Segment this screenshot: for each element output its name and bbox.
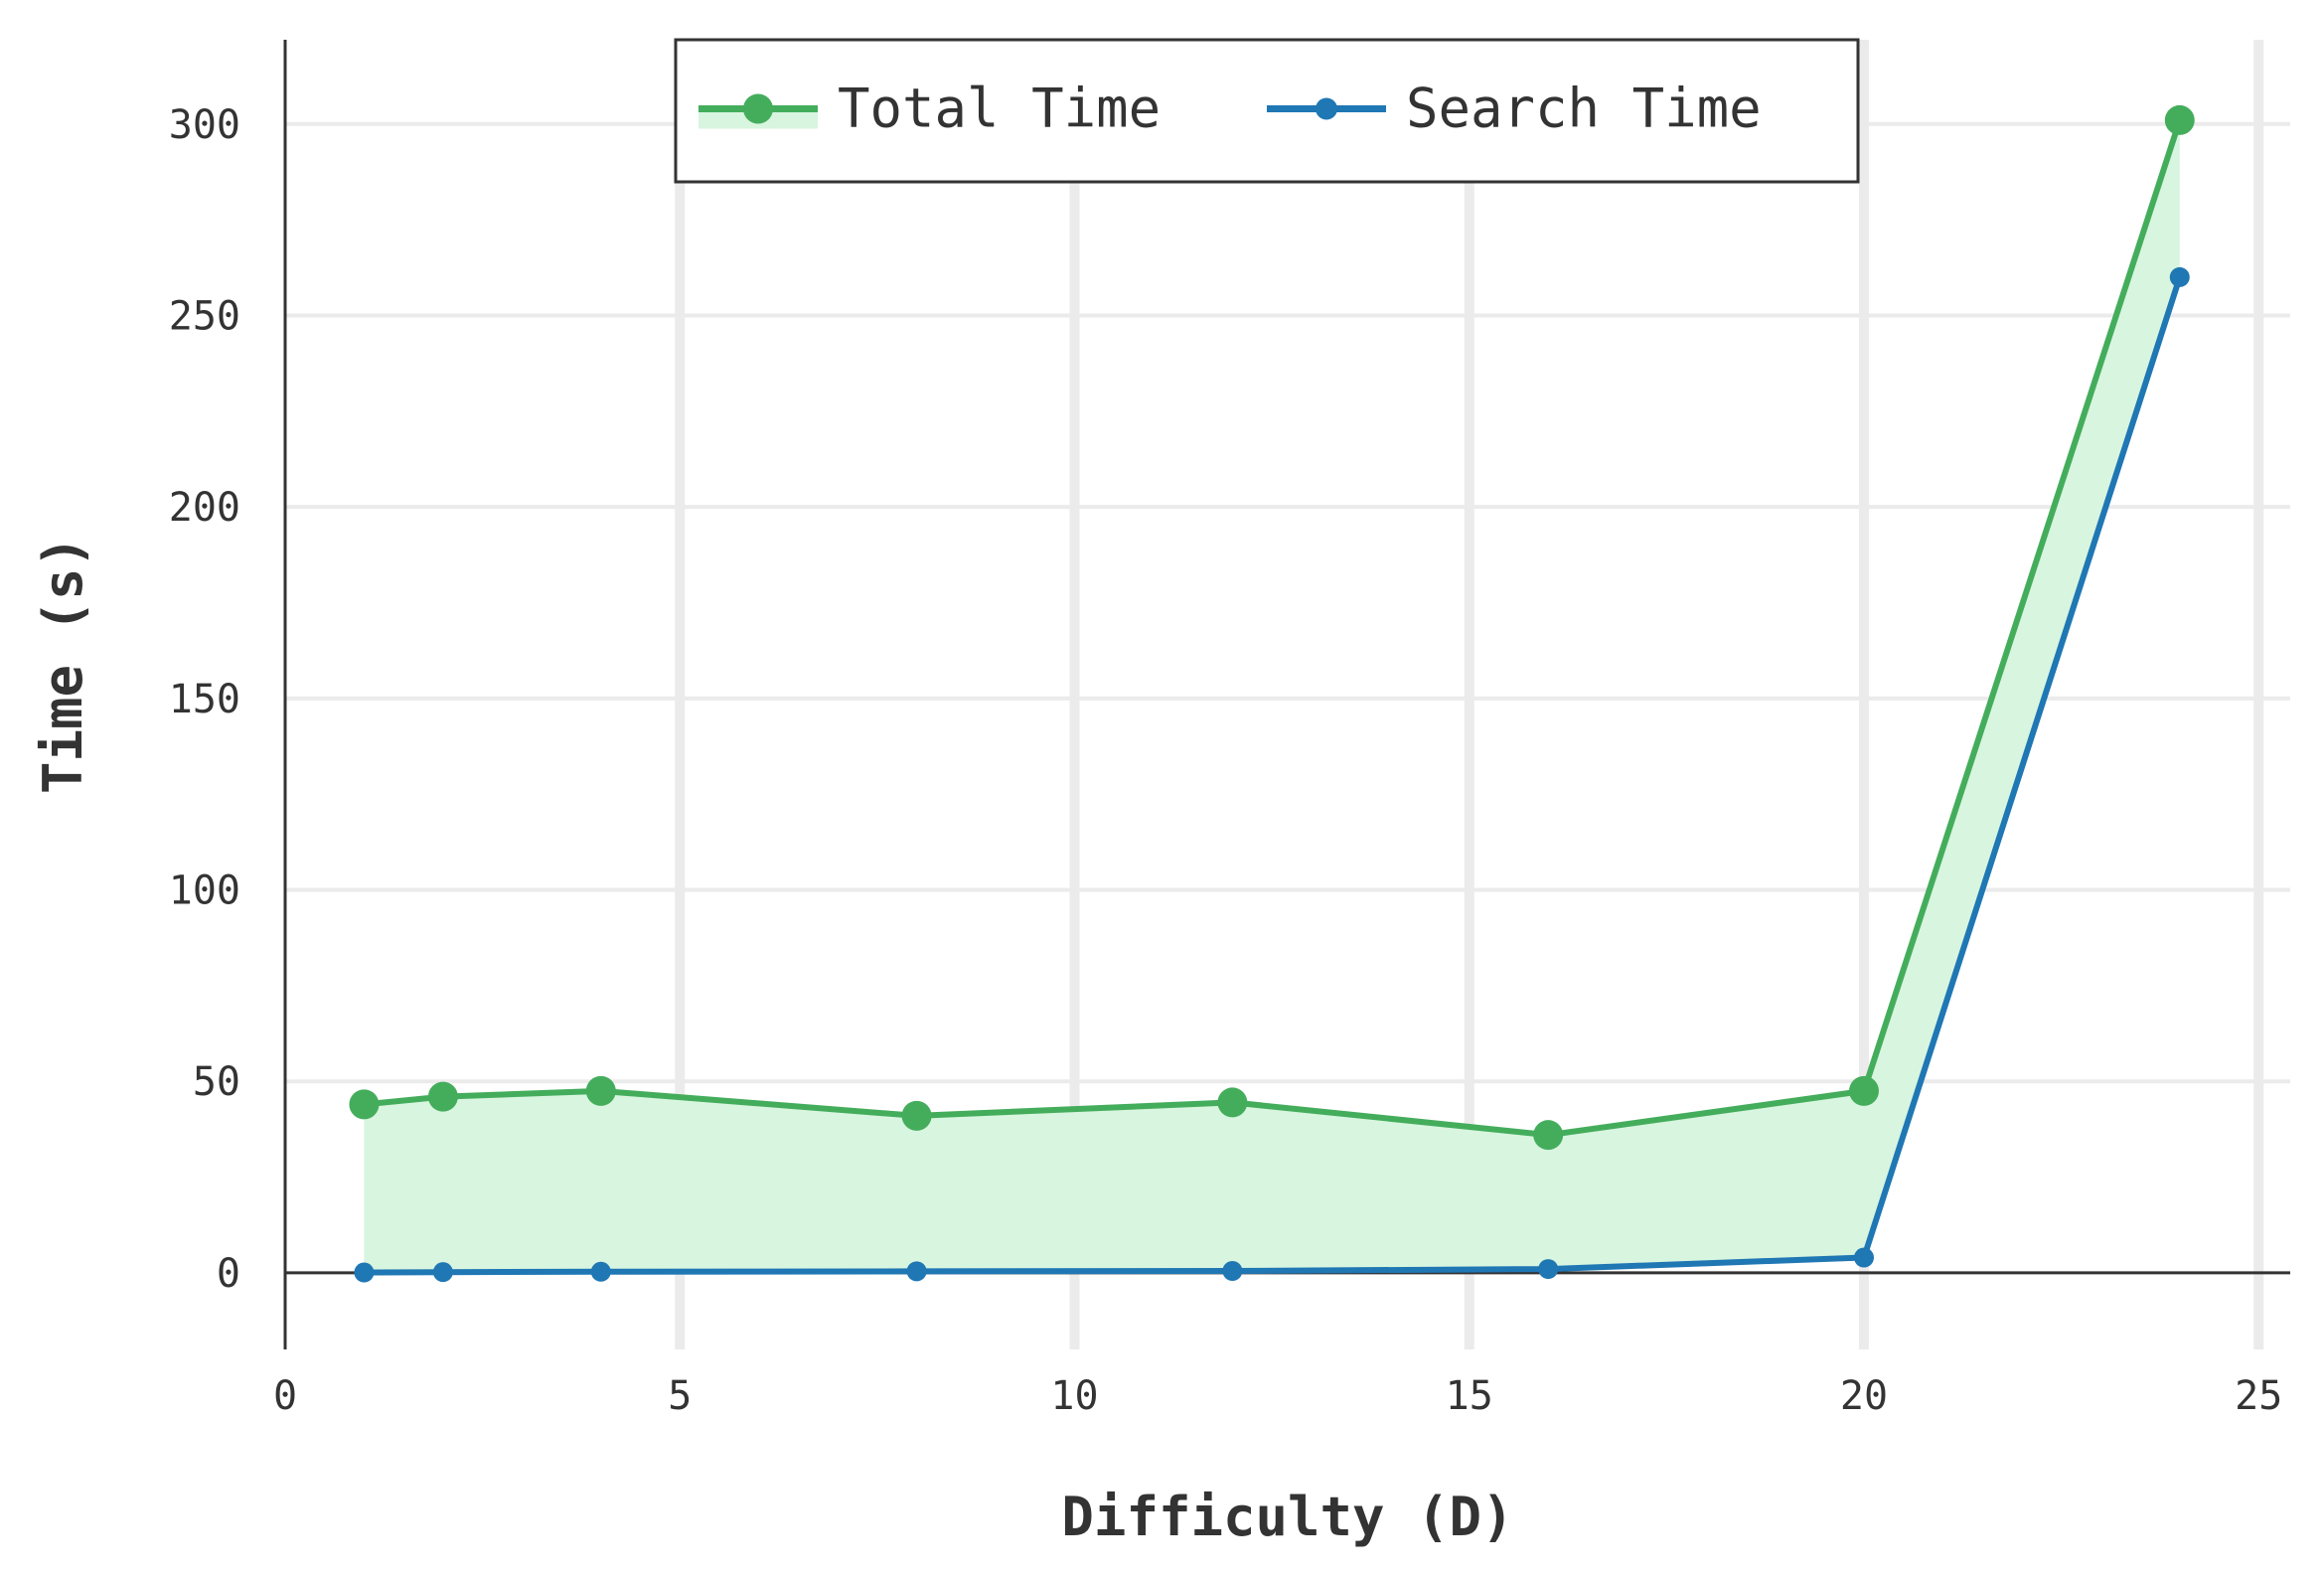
series (349, 104, 2195, 1283)
x-axis-title: Difficulty (D) (1061, 1486, 1513, 1548)
search-time-line (364, 275, 2183, 1276)
total-time-point (2164, 104, 2195, 135)
total-time-point (427, 1081, 458, 1112)
legend-marker-total-time (743, 93, 773, 124)
search-time-point (1222, 1260, 1243, 1281)
y-tick-label: 300 (169, 102, 240, 148)
legend: Total Time Search Time (674, 38, 1860, 184)
search-time-point (2169, 266, 2190, 287)
legend-label-search-time: Search Time (1406, 78, 1762, 140)
y-tick-label: 250 (169, 293, 240, 339)
search-time-point (354, 1262, 375, 1283)
fill-area (364, 119, 2180, 1273)
fill-between-area (364, 119, 2180, 1273)
total-time-line (364, 118, 2183, 1139)
x-tick-label: 0 (273, 1373, 297, 1419)
x-tick-label: 5 (668, 1373, 692, 1419)
x-tick-label: 10 (1050, 1373, 1098, 1419)
search-time-point (906, 1261, 927, 1282)
search-time-point (432, 1262, 453, 1283)
total-time-point (349, 1089, 380, 1120)
y-tick-label: 100 (169, 868, 240, 914)
y-tick-label: 0 (217, 1251, 240, 1297)
x-tick-label: 25 (2235, 1373, 2282, 1419)
legend-marker-search-time (1316, 97, 1337, 120)
search-time-point (1538, 1259, 1559, 1280)
search-time-point (1853, 1247, 1874, 1268)
legend-label-total-time: Total Time (838, 78, 1161, 140)
total-time-point (1217, 1087, 1248, 1118)
grid (285, 40, 2290, 1349)
x-tick-label: 20 (1840, 1373, 1888, 1419)
total-time-point (585, 1075, 616, 1106)
y-tick-label: 150 (169, 677, 240, 722)
y-tick-label: 50 (193, 1059, 240, 1105)
y-tick-label: 200 (169, 485, 240, 531)
y-axis-title: Time (s) (32, 536, 94, 794)
total-time-point (901, 1100, 932, 1131)
search-time-point (590, 1261, 611, 1282)
total-time-point (1533, 1120, 1564, 1151)
total-time-point (1848, 1075, 1879, 1106)
x-tick-label: 15 (1446, 1373, 1493, 1419)
